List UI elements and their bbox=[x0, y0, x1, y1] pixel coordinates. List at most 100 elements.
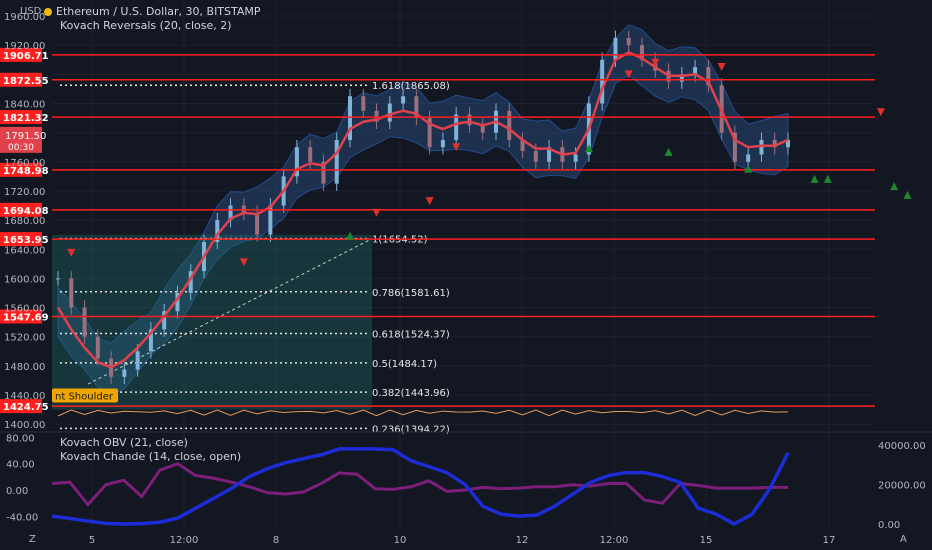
candle-body bbox=[348, 96, 352, 140]
y-tick-label: 1720.00 bbox=[4, 187, 45, 198]
candle-body bbox=[427, 118, 432, 148]
candle-body bbox=[467, 114, 472, 126]
candle-body bbox=[520, 139, 525, 151]
oscillator-pane[interactable]: 80.00 40.00 0.00 -40.00 40000.00 20000.00 0.00 bbox=[0, 431, 932, 531]
chande-line bbox=[51, 461, 788, 507]
indicator-legend[interactable]: Kovach Reversals (20, close, 2) bbox=[60, 19, 232, 32]
x-tick-label: 12 bbox=[516, 535, 529, 546]
resistance-label-bg bbox=[0, 72, 42, 87]
auto-scale-button[interactable]: A bbox=[900, 534, 907, 545]
buy-signal-icon bbox=[810, 174, 819, 183]
fib-label: 0.618(1524.37) bbox=[372, 330, 450, 341]
current-price-bg bbox=[0, 126, 42, 153]
candle-body bbox=[228, 205, 233, 221]
y-tick-label: 1440.00 bbox=[4, 391, 45, 402]
zoom-corner-button[interactable]: Z bbox=[29, 534, 36, 545]
candle-body bbox=[759, 139, 764, 155]
symbol-legend[interactable]: Ethereum / U.S. Dollar, 30, BITSTAMP bbox=[44, 5, 261, 19]
candle-body bbox=[573, 154, 578, 162]
fib-trend-line bbox=[87, 238, 373, 385]
candle-body bbox=[706, 67, 711, 86]
left-tick-label: -40.00 bbox=[6, 512, 38, 523]
candle-body bbox=[122, 369, 127, 377]
buy-signal-icon bbox=[823, 174, 832, 183]
candle-body bbox=[401, 96, 406, 104]
sell-signal-icon bbox=[452, 143, 461, 152]
right-tick-label: 40000.00 bbox=[878, 441, 926, 452]
fib-label: 1(1654.52) bbox=[372, 235, 428, 246]
candle-body bbox=[135, 351, 140, 370]
buy-signal-icon bbox=[744, 164, 753, 173]
obv-legend[interactable]: Kovach OBV (21, close) bbox=[60, 436, 188, 449]
x-tick-label: 10 bbox=[394, 535, 407, 546]
resistance-label-bg bbox=[0, 202, 42, 217]
candle-body bbox=[294, 147, 299, 177]
moving-average bbox=[56, 51, 789, 369]
resistance-label: 1694.08 bbox=[3, 206, 49, 217]
candle-body bbox=[533, 150, 538, 162]
chande-legend[interactable]: Kovach Chande (14, close, open) bbox=[60, 450, 242, 463]
candle-body bbox=[547, 147, 552, 162]
current-price-label: 1791.50 bbox=[5, 131, 46, 142]
candle-body bbox=[507, 110, 512, 140]
right-tick-label: 20000.00 bbox=[878, 480, 926, 491]
candle-body bbox=[693, 67, 698, 75]
candle-body bbox=[613, 37, 618, 60]
obv-line bbox=[51, 447, 790, 527]
candle-body bbox=[148, 329, 153, 352]
fib-label: 0.236(1394.22) bbox=[372, 424, 450, 435]
candle-body bbox=[215, 220, 220, 242]
candle-body bbox=[387, 103, 392, 122]
resistance-label-bg bbox=[0, 399, 42, 414]
resistance-label-bg bbox=[0, 309, 42, 324]
buy-signal-icon bbox=[890, 182, 899, 191]
fib-label: 0.5(1484.17) bbox=[372, 359, 437, 370]
reversal-signals: nt Shoulder bbox=[52, 58, 912, 403]
y-tick-label: 1920.00 bbox=[4, 41, 45, 52]
fib-label: 0.786(1581.61) bbox=[372, 288, 450, 299]
buy-signal-icon bbox=[903, 190, 912, 199]
candle-body bbox=[334, 139, 339, 184]
candle-body bbox=[414, 96, 419, 119]
y-tick-label: 1520.00 bbox=[4, 333, 45, 344]
x-tick-label: 12:00 bbox=[170, 535, 199, 546]
right-tick-label: 0.00 bbox=[878, 520, 900, 531]
candle-body bbox=[454, 114, 459, 140]
candle-body bbox=[786, 139, 790, 148]
pattern-label: nt Shoulder bbox=[55, 391, 114, 402]
y-tick-label: 1680.00 bbox=[4, 216, 45, 227]
sell-signal-icon bbox=[717, 63, 726, 72]
resistance-label: 1906.71 bbox=[3, 51, 49, 62]
sell-signal-icon bbox=[67, 248, 76, 257]
volume-curve bbox=[57, 409, 789, 417]
countdown-label: 00:30 bbox=[8, 143, 34, 153]
y-tick-label: 1560.00 bbox=[4, 304, 45, 315]
pattern-label-bg bbox=[52, 388, 118, 403]
resistance-lines[interactable]: 1906.71 1872.55 1821.32 1748.98 1694.08 1653.… bbox=[0, 47, 875, 414]
fib-label: 0.382(1443.96) bbox=[372, 388, 450, 399]
candle-body bbox=[175, 292, 180, 312]
candle-body bbox=[626, 37, 631, 46]
resistance-label: 1872.55 bbox=[3, 76, 49, 87]
candle-body bbox=[82, 307, 87, 337]
buy-signal-icon bbox=[346, 231, 354, 240]
candle-body bbox=[480, 125, 485, 133]
resistance-label: 1748.98 bbox=[3, 166, 49, 177]
left-tick-label: 40.00 bbox=[6, 460, 35, 471]
y-tick-label: 1400.00 bbox=[4, 420, 45, 431]
candle-body bbox=[679, 74, 684, 82]
sell-signal-icon bbox=[651, 58, 660, 67]
axes: 1960.00 1920.00 1840.00 1760.00 1720.00 1680.… bbox=[4, 12, 835, 546]
y-tick-label: 1840.00 bbox=[4, 99, 45, 110]
buy-signal-icon bbox=[584, 144, 593, 153]
candle-body bbox=[308, 147, 313, 162]
candle-body bbox=[162, 311, 167, 330]
resistance-label-bg bbox=[0, 47, 42, 62]
x-tick-label: 17 bbox=[823, 535, 836, 546]
x-tick-label: 5 bbox=[89, 535, 95, 546]
candle-body bbox=[255, 212, 260, 235]
sell-signal-icon bbox=[624, 70, 633, 79]
resistance-label-bg bbox=[0, 162, 42, 177]
candle-body bbox=[69, 278, 74, 308]
